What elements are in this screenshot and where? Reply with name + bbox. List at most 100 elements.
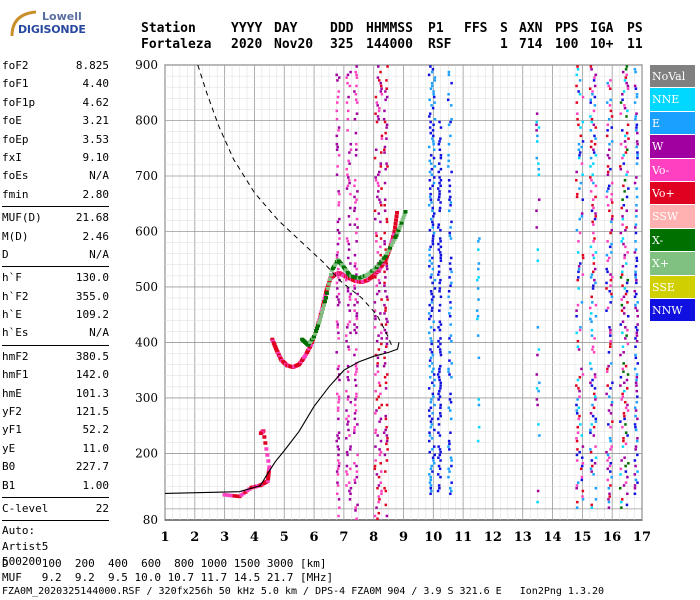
noise-echo — [433, 176, 436, 179]
noise-echo — [438, 378, 441, 382]
noise-echo — [385, 79, 388, 82]
noise-echo — [594, 498, 598, 501]
noise-echo — [383, 231, 386, 235]
noise-echo — [576, 378, 580, 382]
noise-echo — [374, 459, 377, 462]
noise-echo — [450, 117, 453, 121]
noise-echo — [449, 284, 452, 287]
parameter-row: hmF1 142.0 — [2, 366, 109, 384]
noise-echo — [619, 142, 623, 146]
noise-echo — [625, 73, 628, 77]
echo-trace-point — [319, 314, 324, 319]
noise-echo — [376, 104, 379, 107]
parameter-row: MUF(D) 21.68 — [2, 209, 109, 227]
noise-echo — [378, 198, 381, 201]
noise-echo — [633, 295, 637, 299]
noise-echo — [438, 434, 442, 437]
file-info-footer: FZA0M_2020325144000.RSF / 320fx256h 50 k… — [2, 586, 605, 597]
noise-echo — [621, 392, 624, 396]
noise-echo — [626, 328, 629, 332]
noise-echo — [590, 423, 594, 426]
noise-echo — [594, 395, 597, 398]
noise-echo — [627, 187, 630, 190]
echo-trace-point — [394, 233, 399, 237]
noise-echo — [377, 334, 380, 337]
noise-echo — [385, 126, 388, 129]
parameter-name: fxI — [2, 150, 22, 164]
noise-echo — [449, 237, 453, 240]
noise-echo — [431, 353, 435, 357]
parameter-value: 227.7 — [75, 460, 109, 474]
noise-echo — [477, 267, 480, 271]
noise-echo — [449, 334, 453, 337]
noise-echo — [349, 331, 352, 335]
noise-echo — [373, 326, 377, 329]
noise-echo — [347, 159, 350, 163]
noise-echo — [353, 425, 356, 429]
noise-echo — [430, 104, 433, 107]
noise-echo — [353, 353, 356, 357]
noise-echo — [428, 414, 431, 418]
noise-echo — [590, 273, 594, 276]
noise-echo — [439, 353, 443, 357]
noise-echo — [635, 281, 638, 285]
parameter-value: 121.5 — [75, 405, 109, 419]
noise-echo — [626, 251, 629, 254]
noise-echo — [609, 484, 612, 487]
polarization-legend: NoVal NNE E W Vo- Vo+ SSW X- X+ SSE NNW — [650, 65, 695, 323]
noise-echo — [635, 400, 639, 404]
noise-echo — [620, 500, 623, 504]
noise-echo — [449, 400, 453, 404]
noise-echo — [431, 267, 435, 271]
noise-echo — [348, 448, 352, 451]
echo-trace-point — [382, 256, 387, 260]
parameter-value: N/A — [89, 169, 109, 183]
noise-echo — [575, 459, 579, 462]
parameter-row: B1 1.00 — [2, 477, 109, 495]
noise-echo — [625, 262, 628, 265]
noise-echo — [634, 409, 638, 412]
noise-echo — [575, 453, 579, 457]
echo-trace-point — [403, 210, 408, 214]
divider — [2, 496, 109, 498]
noise-echo — [625, 387, 629, 390]
echo-trace-point — [396, 228, 401, 233]
noise-echo — [477, 298, 480, 301]
noise-echo — [625, 209, 628, 213]
noise-echo — [345, 187, 349, 190]
noise-echo — [537, 198, 541, 201]
noise-echo — [385, 137, 388, 140]
header-label: Station — [141, 21, 196, 36]
noise-echo — [536, 248, 540, 251]
noise-echo — [377, 173, 380, 176]
noise-echo — [620, 206, 623, 210]
noise-echo — [606, 165, 610, 168]
echo-trace-point — [227, 493, 232, 498]
header-label: S — [500, 21, 508, 36]
noise-echo — [347, 395, 350, 398]
logo-top-text: Lowell — [42, 10, 82, 23]
noise-echo — [448, 442, 451, 446]
noise-echo — [335, 256, 339, 260]
noise-echo — [611, 420, 614, 423]
noise-echo — [450, 220, 453, 224]
noise-echo — [619, 101, 623, 104]
noise-echo — [438, 453, 442, 457]
echo-trace-point — [374, 265, 379, 270]
noise-echo — [348, 162, 351, 165]
noise-echo — [373, 156, 377, 160]
noise-echo — [634, 425, 637, 429]
noise-echo — [380, 342, 383, 346]
echo-trace-point — [262, 435, 267, 439]
noise-echo — [606, 453, 610, 457]
noise-echo — [623, 106, 627, 110]
noise-echo — [592, 392, 596, 396]
noise-echo — [346, 290, 350, 293]
noise-echo — [634, 223, 638, 226]
noise-echo — [605, 134, 609, 138]
noise-echo — [447, 370, 450, 373]
noise-echo — [633, 492, 637, 496]
noise-echo — [619, 167, 623, 171]
x-tick-label: 15 — [573, 530, 591, 545]
noise-echo — [589, 165, 592, 168]
